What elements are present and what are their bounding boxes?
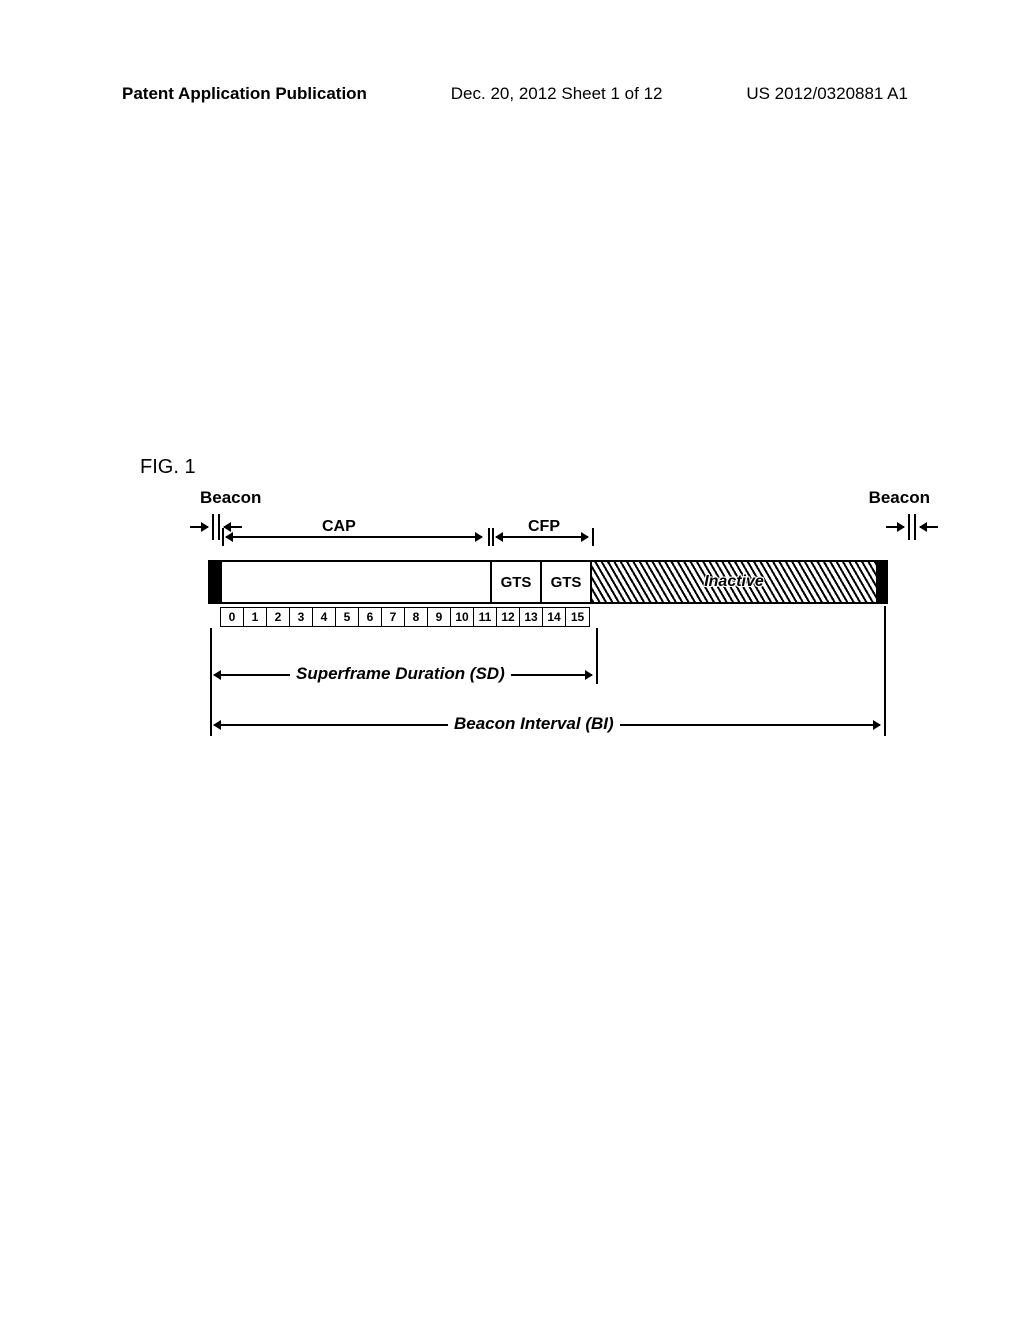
main-bar: GTS GTS Inactive — [208, 560, 888, 604]
slot-cell: 0 — [221, 608, 244, 626]
arrow-right-icon — [886, 526, 904, 528]
beacon-pointer-right — [886, 514, 938, 540]
slot-cell: 10 — [451, 608, 474, 626]
slot-cell: 1 — [244, 608, 267, 626]
cfp-span — [496, 536, 588, 538]
cap-block — [222, 562, 490, 602]
tick-icon — [914, 514, 916, 540]
page: Patent Application Publication Dec. 20, … — [0, 0, 1024, 1320]
slot-cell: 11 — [474, 608, 497, 626]
gts-block-2: GTS — [540, 562, 590, 602]
slot-cell: 2 — [267, 608, 290, 626]
cap-span — [226, 536, 482, 538]
slot-cell: 3 — [290, 608, 313, 626]
tick-icon — [908, 514, 910, 540]
slot-cell: 5 — [336, 608, 359, 626]
slot-row: 0 1 2 3 4 5 6 7 8 9 10 11 12 13 14 15 — [220, 607, 590, 627]
header-center: Dec. 20, 2012 Sheet 1 of 12 — [451, 84, 663, 104]
vline-right — [884, 606, 886, 736]
arrow-right-icon — [190, 526, 208, 528]
figure-label: FIG. 1 — [140, 456, 196, 479]
tick-icon — [222, 528, 224, 546]
inactive-block: Inactive — [590, 562, 876, 602]
sd-label: Superframe Duration (SD) — [290, 664, 511, 684]
cfp-label: CFP — [524, 518, 564, 536]
slot-cell: 12 — [497, 608, 520, 626]
slot-cell: 7 — [382, 608, 405, 626]
cap-cfp-span: CAP CFP — [208, 528, 888, 558]
beacon-label-right: Beacon — [869, 488, 930, 508]
slot-cell: 6 — [359, 608, 382, 626]
beacon-block-right — [876, 562, 886, 602]
vline-left — [210, 628, 212, 736]
beacon-label-left: Beacon — [200, 488, 261, 508]
arrow-left-icon — [920, 526, 938, 528]
header-right: US 2012/0320881 A1 — [746, 84, 908, 104]
cap-label: CAP — [318, 518, 360, 536]
tick-icon — [488, 528, 490, 546]
header-left: Patent Application Publication — [122, 84, 367, 104]
tick-icon — [592, 528, 594, 546]
bi-label: Beacon Interval (BI) — [448, 714, 620, 734]
header-row: Patent Application Publication Dec. 20, … — [0, 84, 1024, 104]
slot-cell: 9 — [428, 608, 451, 626]
slot-cell: 15 — [566, 608, 589, 626]
slot-cell: 4 — [313, 608, 336, 626]
slot-cell: 13 — [520, 608, 543, 626]
slot-cell: 14 — [543, 608, 566, 626]
inactive-label: Inactive — [704, 573, 764, 591]
gts-block-1: GTS — [490, 562, 540, 602]
beacon-block-left — [210, 562, 222, 602]
vline-sd-right — [596, 628, 598, 684]
slot-cell: 8 — [405, 608, 428, 626]
superframe-diagram: Beacon Beacon CAP — [208, 488, 888, 758]
tick-icon — [492, 528, 494, 546]
